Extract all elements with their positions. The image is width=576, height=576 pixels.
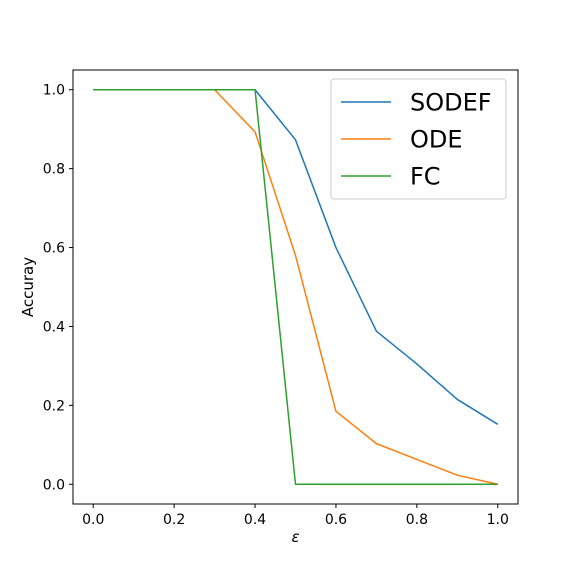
y-axis: 0.0 0.2 0.4 0.6 0.8 1.0 [43,83,73,493]
y-tick-label: 0.6 [43,241,65,257]
x-tick-label: 1.0 [487,512,509,528]
y-axis-label: Accuray [19,257,37,317]
x-tick-label: 0.4 [244,512,266,528]
legend-label-fc: FC [410,163,441,191]
x-tick-label: 0.8 [406,512,428,528]
y-tick-label: 0.0 [43,477,65,493]
legend-box [330,78,507,200]
legend-label-ode: ODE [410,126,463,154]
plot-frame [72,69,519,505]
series-layer [93,88,499,486]
series-line-fc [93,88,498,486]
x-axis: 0.0 0.2 0.4 0.6 0.8 1.0 [82,504,509,528]
legend-label-sodef: SODEF [410,89,492,117]
y-tick-label: 1.0 [43,83,65,99]
y-tick-label: 0.8 [43,162,65,178]
x-tick-label: 0.2 [163,512,185,528]
x-tick-label: 0.6 [325,512,347,528]
x-tick-label: 0.0 [82,512,104,528]
legend: SODEF ODE FC [330,78,507,200]
y-tick-label: 0.2 [43,398,65,414]
y-tick-label: 0.4 [43,319,65,335]
x-axis-label: ε [291,528,299,546]
